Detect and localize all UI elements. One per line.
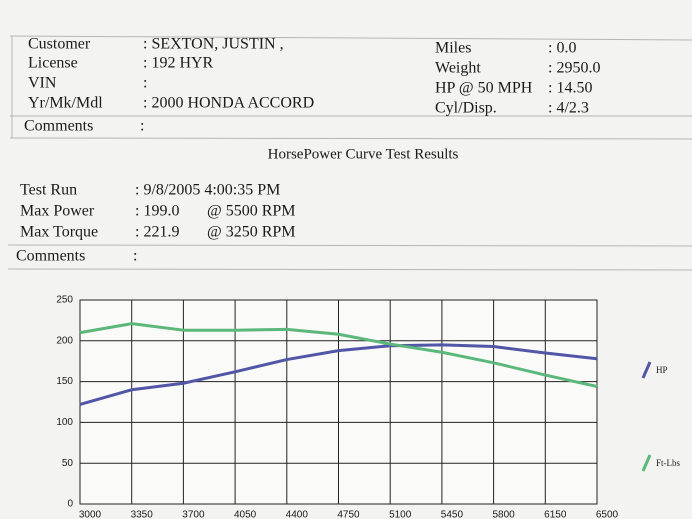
rule xyxy=(7,244,692,247)
x-tick-label: 5100 xyxy=(389,510,412,519)
y-tick-label: 200 xyxy=(56,335,73,346)
x-tick-label: 5800 xyxy=(492,510,515,519)
comments-value: : xyxy=(140,118,144,135)
y-tick-label: 50 xyxy=(62,458,74,469)
field-label: License xyxy=(28,55,78,72)
field-label: Yr/Mk/Mdl xyxy=(28,95,103,112)
field-label: Cyl/Disp. xyxy=(435,100,497,117)
result-label: Max Torque xyxy=(20,224,98,241)
rule xyxy=(9,137,692,140)
comments-label: Comments xyxy=(16,248,85,265)
result-value: : 199.0 xyxy=(135,203,179,220)
result-label: Max Power xyxy=(20,203,95,220)
field-value: : 14.50 xyxy=(548,80,592,97)
field-value: : 192 HYR xyxy=(143,55,214,72)
report-title: HorsePower Curve Test Results xyxy=(268,146,459,162)
field-label: Miles xyxy=(435,40,471,57)
x-tick-label: 5450 xyxy=(441,510,464,519)
field-value: : SEXTON, JUSTIN , xyxy=(143,36,284,53)
x-tick-label: 4400 xyxy=(286,510,309,519)
field-label: VIN xyxy=(28,75,57,92)
x-tick-label: 6500 xyxy=(596,510,619,519)
y-tick-label: 150 xyxy=(56,376,73,387)
field-value: : 0.0 xyxy=(548,40,576,57)
x-tick-label: 4050 xyxy=(234,510,257,519)
result-value: : 221.9 xyxy=(135,224,179,241)
result-rpm: @ 5500 RPM xyxy=(207,203,296,220)
legend-label: HP xyxy=(656,365,668,375)
x-tick-label: 3700 xyxy=(182,510,205,519)
series-line xyxy=(79,343,598,406)
result-rpm: @ 3250 RPM xyxy=(207,224,296,241)
x-tick-label: 3000 xyxy=(79,510,102,519)
x-tick-label: 6150 xyxy=(544,510,567,519)
field-value: : 2000 HONDA ACCORD xyxy=(143,95,314,112)
series-line xyxy=(79,322,598,388)
field-label: HP @ 50 MPH xyxy=(435,80,533,97)
legend-swatch xyxy=(641,361,652,379)
field-value: : 4/2.3 xyxy=(548,100,589,117)
y-tick-label: 250 xyxy=(56,295,73,306)
x-tick-label: 3350 xyxy=(131,510,154,519)
result-value: : 9/8/2005 4:00:35 PM xyxy=(135,182,280,199)
comments-value: : xyxy=(133,248,137,265)
legend-swatch xyxy=(641,454,652,472)
field-label: Weight xyxy=(435,60,481,77)
rule xyxy=(9,35,692,41)
field-value: : xyxy=(143,75,147,92)
rule xyxy=(7,268,692,271)
y-tick-label: 100 xyxy=(56,417,73,428)
y-tick-label: 0 xyxy=(67,499,73,510)
field-label: Customer xyxy=(28,36,91,53)
result-label: Test Run xyxy=(20,182,77,199)
field-value: : 2950.0 xyxy=(548,60,600,77)
x-tick-label: 4750 xyxy=(337,510,360,519)
legend-label: Ft-Lbs xyxy=(656,458,681,468)
comments-label: Comments xyxy=(24,118,93,135)
